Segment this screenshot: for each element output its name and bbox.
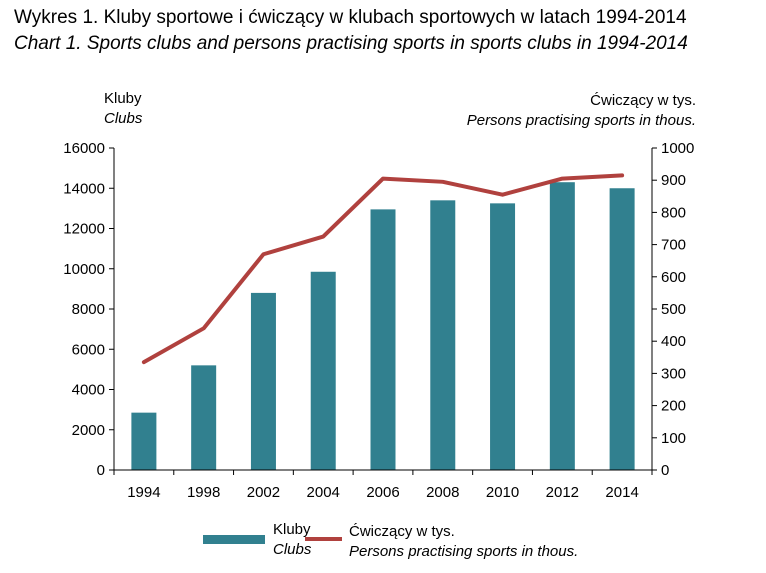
bar-2014 — [609, 188, 635, 470]
left-tick-label: 16000 — [63, 140, 105, 157]
bar-1994 — [131, 412, 157, 470]
chart-title: Wykres 1. Kluby sportowe i ćwiczący w kl… — [14, 7, 687, 28]
x-tick-label: 1994 — [127, 484, 160, 501]
bar-2012 — [549, 182, 575, 470]
right-tick-label: 300 — [661, 365, 686, 382]
left-tick-label: 10000 — [63, 261, 105, 278]
x-tick-label: 2014 — [605, 484, 638, 501]
x-tick-labels: 1994 1998 2002 2004 2006 2008 2010 2012 2014 — [127, 484, 639, 501]
legend-bar-label-en: Clubs — [273, 541, 312, 558]
bar-2006 — [370, 209, 396, 470]
right-tick-label: 700 — [661, 237, 686, 254]
x-tick-label: 2002 — [247, 484, 280, 501]
left-tick-label: 12000 — [63, 221, 105, 238]
legend-bar-label: Kluby — [273, 521, 311, 538]
bar-2004 — [310, 271, 336, 470]
right-tick-label: 200 — [661, 398, 686, 415]
left-axis-label-en: Clubs — [104, 110, 143, 127]
left-tick-label: 4000 — [72, 382, 105, 399]
right-tick-label: 100 — [661, 430, 686, 447]
bar-1998 — [191, 365, 217, 470]
chart-title-en: Chart 1. Sports clubs and persons practi… — [14, 33, 688, 54]
bar-2008 — [430, 200, 456, 470]
axes — [109, 147, 657, 475]
x-tick-label: 2006 — [366, 484, 399, 501]
right-tick-labels: 0 100 200 300 400 500 600 700 800 900 1000 — [661, 140, 694, 479]
right-tick-label: 800 — [661, 204, 686, 221]
x-tick-label: 2008 — [426, 484, 459, 501]
right-tick-label: 900 — [661, 172, 686, 189]
left-tick-label: 6000 — [72, 341, 105, 358]
right-tick-label: 500 — [661, 301, 686, 318]
right-axis-label: Ćwiczący w tys. — [590, 92, 696, 109]
line-series — [141, 173, 625, 365]
x-tick-label: 1998 — [187, 484, 220, 501]
x-tick-label: 2012 — [546, 484, 579, 501]
right-tick-label: 400 — [661, 333, 686, 350]
left-axis-label: Kluby — [104, 90, 142, 107]
bar-series — [131, 182, 635, 470]
bar-2010 — [490, 203, 516, 470]
legend-line-label-en: Persons practising sports in thous. — [349, 543, 579, 560]
legend-bar-swatch — [203, 535, 265, 544]
left-tick-label: 2000 — [72, 422, 105, 439]
left-tick-label: 8000 — [72, 301, 105, 318]
right-tick-label: 600 — [661, 269, 686, 286]
right-tick-label: 1000 — [661, 140, 694, 157]
bar-2002 — [250, 292, 276, 470]
left-tick-label: 0 — [97, 462, 105, 479]
legend-line-swatch — [305, 537, 342, 541]
x-tick-label: 2010 — [486, 484, 519, 501]
right-tick-label: 0 — [661, 462, 669, 479]
legend-line-label: Ćwiczący w tys. — [349, 523, 455, 540]
left-tick-label: 14000 — [63, 180, 105, 197]
line-persons-practising — [141, 173, 625, 365]
right-axis-label-en: Persons practising sports in thous. — [466, 112, 696, 129]
x-tick-label: 2004 — [307, 484, 340, 501]
left-tick-labels: 0 2000 4000 6000 8000 10000 12000 14000 16000 — [63, 140, 105, 479]
